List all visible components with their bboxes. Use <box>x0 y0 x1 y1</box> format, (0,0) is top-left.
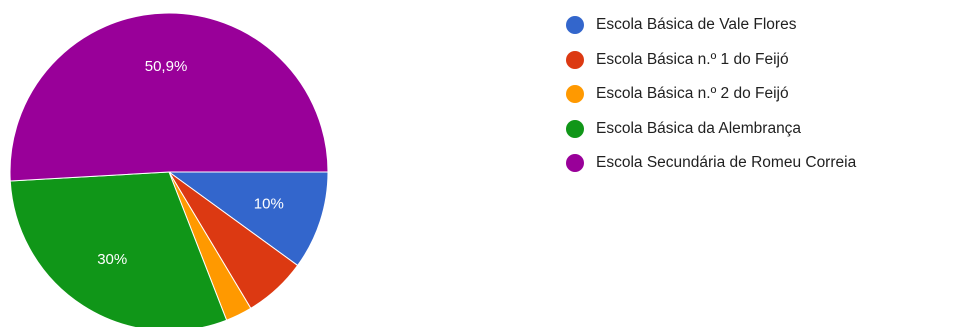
legend-item: Escola Básica n.º 2 do Feijó <box>566 77 856 112</box>
legend-item: Escola Básica da Alembrança <box>566 112 856 147</box>
legend-swatch <box>566 16 584 35</box>
pie-slice-escola-basica-de-vale-flores <box>167 171 329 267</box>
pie-slice-label: 10% <box>254 195 284 212</box>
pie-slice-label: 50,9% <box>145 58 188 75</box>
legend-swatch <box>566 50 584 69</box>
legend-swatch <box>566 154 584 173</box>
legend-swatch <box>566 119 584 138</box>
pie-slice-escola-basica-da-alembranca <box>9 171 228 327</box>
legend-label: Escola Secundária de Romeu Correia <box>596 154 857 172</box>
legend-item: Escola Básica n.º 1 do Feijó <box>566 43 856 78</box>
legend-label: Escola Básica n.º 2 do Feijó <box>596 85 789 103</box>
legend-item: Escola Básica de Vale Flores <box>566 8 856 43</box>
pie-slice-escola-secundaria-de-romeu-correia <box>9 12 329 182</box>
legend-label: Escola Básica n.º 1 do Feijó <box>596 50 789 68</box>
chart-legend: Escola Básica de Vale Flores Escola Básic… <box>566 8 856 181</box>
legend-item: Escola Secundária de Romeu Correia <box>566 146 856 181</box>
legend-label: Escola Básica de Vale Flores <box>596 16 797 34</box>
pie-slice-label: 30% <box>97 251 127 268</box>
pie-chart: 10% 30% 50,9% <box>9 12 329 327</box>
legend-label: Escola Básica da Alembrança <box>596 119 802 137</box>
legend-swatch <box>566 85 584 104</box>
